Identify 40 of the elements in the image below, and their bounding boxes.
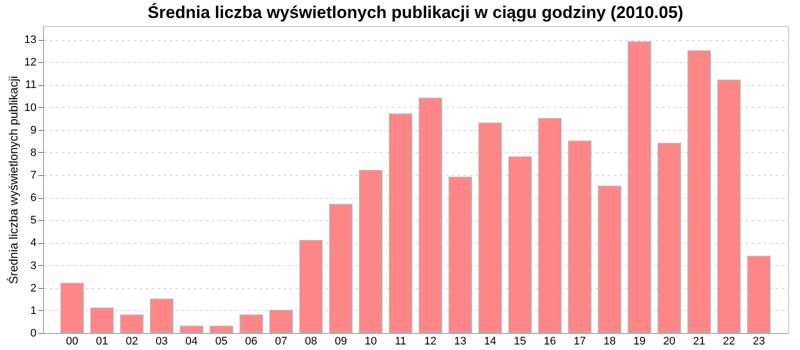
- y-tick-label: 4: [30, 237, 36, 250]
- x-tick-label: 21: [693, 336, 706, 348]
- y-axis-title: Średnia liczba wyświetlonych publikacji: [6, 76, 20, 284]
- y-tick-label: 2: [30, 282, 36, 294]
- y-tick-label: 13: [24, 34, 36, 46]
- chart-title: Średnia liczba wyświetlonych publikacji w ciągu godziny (2010.05): [148, 2, 684, 22]
- y-tick-label: 1: [30, 304, 36, 317]
- x-tick-label: 22: [722, 336, 736, 348]
- x-tick-label: 08: [304, 336, 318, 348]
- y-tick-label: 8: [30, 146, 36, 159]
- x-tick-label: 02: [126, 336, 138, 348]
- x-tick-label: 00: [66, 336, 78, 348]
- x-tick-label: 03: [156, 336, 168, 348]
- y-tick-label: 3: [30, 260, 36, 272]
- y-tick-label: 10: [24, 102, 36, 114]
- y-tick-label: 9: [30, 124, 36, 136]
- x-tick-label: 06: [245, 336, 258, 348]
- y-tick-label: 5: [30, 214, 36, 227]
- x-tick-label: 10: [364, 336, 377, 348]
- x-tick-label: 11: [394, 336, 406, 348]
- x-tick-label: 23: [752, 336, 766, 348]
- x-tick-label: 04: [185, 336, 198, 348]
- x-tick-label: 07: [275, 336, 288, 348]
- x-tick-label: 12: [424, 336, 437, 348]
- x-tick-label: 13: [454, 336, 466, 348]
- y-tick-label: 6: [30, 192, 36, 204]
- x-tick-label: 18: [603, 336, 616, 348]
- x-tick-label: 19: [633, 336, 646, 348]
- x-tick-label: 20: [663, 336, 676, 348]
- x-tick-label: 01: [96, 336, 108, 348]
- y-tick-label: 12: [24, 56, 36, 69]
- y-tick-label: 7: [30, 169, 36, 182]
- x-tick-label: 05: [215, 336, 228, 348]
- x-tick-label: 14: [484, 336, 496, 348]
- x-tick-label: 17: [574, 336, 586, 348]
- y-tick-label: 11: [25, 79, 36, 92]
- x-tick-label: 16: [544, 336, 556, 348]
- x-tick-label: 09: [334, 336, 347, 348]
- y-tick-label: 0: [30, 328, 36, 340]
- x-tick-label: 15: [514, 336, 526, 348]
